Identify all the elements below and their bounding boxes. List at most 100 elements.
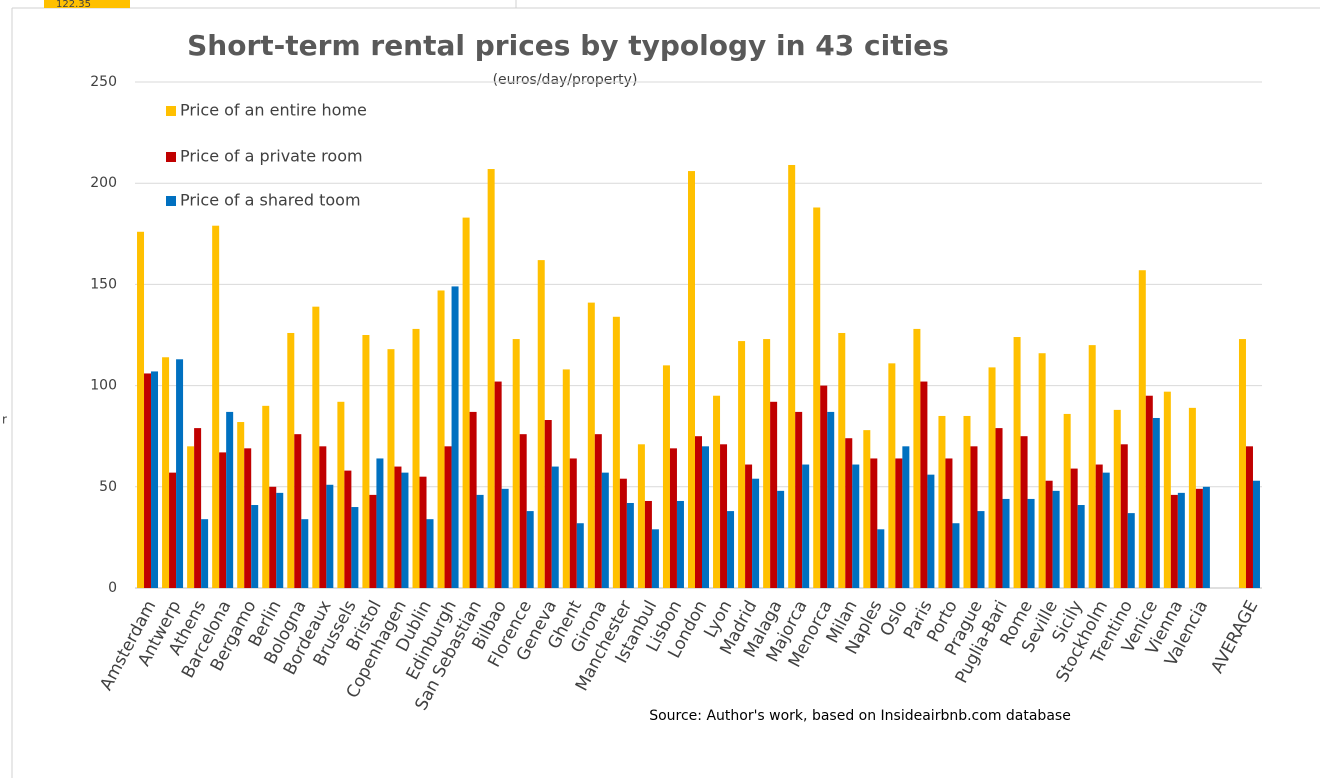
bar [526, 511, 534, 588]
bar [763, 339, 771, 588]
legend-swatch [166, 106, 176, 116]
bar [970, 446, 978, 588]
bar [688, 171, 695, 588]
y-tick-label: 250 [90, 74, 117, 90]
bar [262, 405, 270, 588]
bar [212, 225, 220, 589]
bar [594, 434, 602, 588]
bar [845, 438, 853, 588]
bar [1177, 492, 1185, 588]
bar [569, 458, 577, 588]
bar [612, 316, 620, 588]
bar [551, 466, 559, 588]
bar [1170, 494, 1178, 588]
bar [169, 472, 177, 588]
bar [1188, 407, 1196, 588]
legend-swatch [166, 152, 176, 162]
bar [813, 207, 821, 588]
bar [412, 328, 420, 588]
bar [669, 448, 677, 588]
bar [237, 422, 245, 588]
bar [870, 458, 878, 588]
bar [1045, 480, 1053, 588]
y-tick-label: 100 [90, 378, 117, 394]
bar [537, 260, 545, 588]
bar [1202, 486, 1210, 588]
bar [362, 335, 370, 588]
bar [401, 472, 409, 588]
bar [827, 411, 835, 588]
bar [176, 359, 184, 588]
bar [444, 446, 452, 588]
bar [1113, 409, 1121, 588]
bar [1002, 498, 1010, 588]
bar [952, 523, 960, 588]
bar [376, 458, 384, 588]
bar [802, 464, 810, 588]
bar [437, 290, 445, 588]
legend-label: Price of a shared toom [180, 191, 361, 210]
bar [1252, 480, 1260, 588]
bar [662, 365, 670, 588]
bar [469, 411, 477, 588]
bar [419, 476, 427, 588]
bar [637, 444, 645, 588]
chart-subtitle: (euros/day/property) [493, 72, 638, 88]
bar [1020, 436, 1028, 588]
chart-title: Short-term rental prices by typology in … [187, 29, 949, 62]
bar [770, 401, 778, 588]
bar [1120, 444, 1128, 588]
bar [988, 367, 996, 588]
legend-label: Price of an entire home [180, 101, 367, 120]
bar [938, 415, 946, 588]
bar [888, 363, 896, 588]
y-tick-label: 50 [99, 479, 117, 495]
bar [201, 519, 209, 588]
bar [902, 446, 910, 588]
bar [863, 430, 871, 588]
bar [1077, 505, 1085, 588]
bar [269, 486, 277, 588]
bar [1163, 391, 1171, 588]
bar [1095, 464, 1103, 588]
bar [777, 490, 785, 588]
bar [1027, 498, 1035, 588]
bar [795, 411, 803, 588]
bar [462, 217, 470, 588]
bar [1052, 490, 1060, 588]
bar [752, 478, 760, 588]
bar [619, 478, 627, 588]
bar [144, 373, 152, 588]
y-tick-label: 150 [90, 276, 117, 292]
bar [487, 169, 495, 589]
bar [1088, 345, 1096, 588]
bar [727, 511, 735, 588]
bar [369, 494, 377, 588]
bar [151, 371, 159, 588]
bar [913, 328, 921, 588]
bar [251, 505, 259, 588]
bar [895, 458, 903, 588]
bar [162, 357, 170, 588]
bar [1245, 446, 1253, 588]
bar [945, 458, 953, 588]
bar [137, 231, 145, 588]
bar [337, 401, 345, 588]
bar [219, 452, 227, 588]
bar [394, 466, 402, 588]
bar [720, 444, 728, 588]
bar [501, 488, 509, 588]
bar [294, 434, 302, 588]
bar [713, 395, 721, 588]
y-tick-label: 0 [108, 580, 117, 596]
bar [276, 492, 284, 588]
bar [576, 523, 584, 588]
bar [644, 500, 652, 588]
bar [319, 446, 327, 588]
cell-fragment: r [2, 413, 7, 427]
bar [676, 500, 684, 588]
bar [995, 428, 1003, 588]
bar [745, 464, 753, 588]
bar [326, 484, 334, 588]
